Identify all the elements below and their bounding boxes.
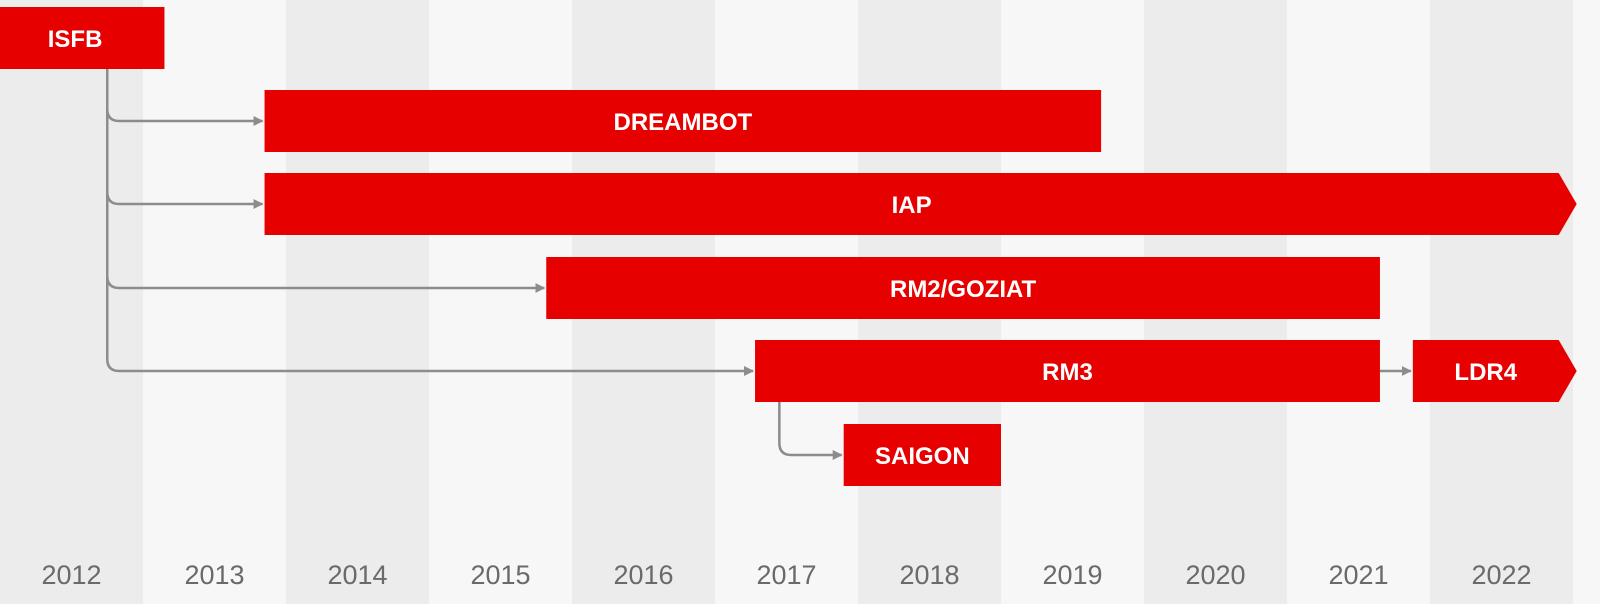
bar-rm2-goziat: RM2/GOZIAT [546,257,1380,319]
bar-saigon: SAIGON [843,424,1001,486]
year-label-2018: 2018 [899,560,959,590]
year-stripe-2012 [0,0,143,604]
year-stripe-2013 [143,0,286,604]
year-label-2017: 2017 [756,560,816,590]
year-label-2021: 2021 [1328,560,1388,590]
bar-label-rm3: RM3 [1042,359,1093,386]
connector-isfb-to-rm3 [106,69,755,376]
year-label-2014: 2014 [327,560,387,590]
year-label-2012: 2012 [41,560,101,590]
bar-label-saigon: SAIGON [875,443,970,470]
bar-shape-saigon [843,424,1001,486]
bar-rm3: RM3 [755,340,1380,402]
year-label-2015: 2015 [470,560,530,590]
bar-shape-dreambot [264,90,1102,152]
year-label-2022: 2022 [1471,560,1531,590]
bar-ldr4: LDR4 [1412,340,1577,402]
bar-label-dreambot: DREAMBOT [613,109,752,136]
timeline-bars: ISFB DREAMBOT IAP RM2/GOZIAT RM3 LDR4 SAIGON [0,7,1577,486]
year-axis: 2012 2013 2014 2015 2016 2017 2018 2019 2020 2021… [41,560,1531,590]
connector-rm3-to-saigon [778,402,843,460]
year-label-2013: 2013 [184,560,244,590]
bar-label-ldr4: LDR4 [1454,359,1517,386]
bar-label-iap: IAP [892,192,932,219]
bar-shape-ldr4 [1412,340,1577,402]
year-label-2019: 2019 [1042,560,1102,590]
bar-shape-iap [264,173,1577,235]
bar-shape-rm2-goziat [546,257,1380,319]
bar-iap: IAP [264,173,1577,235]
bar-isfb: ISFB [0,7,165,69]
year-label-2016: 2016 [613,560,673,590]
bar-dreambot: DREAMBOT [264,90,1102,152]
year-label-2020: 2020 [1185,560,1245,590]
bar-label-rm2-goziat: RM2/GOZIAT [890,276,1037,303]
bar-shape-rm3 [755,340,1380,402]
year-stripe-2022 [1430,0,1573,604]
bar-shape-isfb [0,7,165,69]
bar-label-isfb: ISFB [48,26,103,53]
connector-lines [106,69,1412,460]
